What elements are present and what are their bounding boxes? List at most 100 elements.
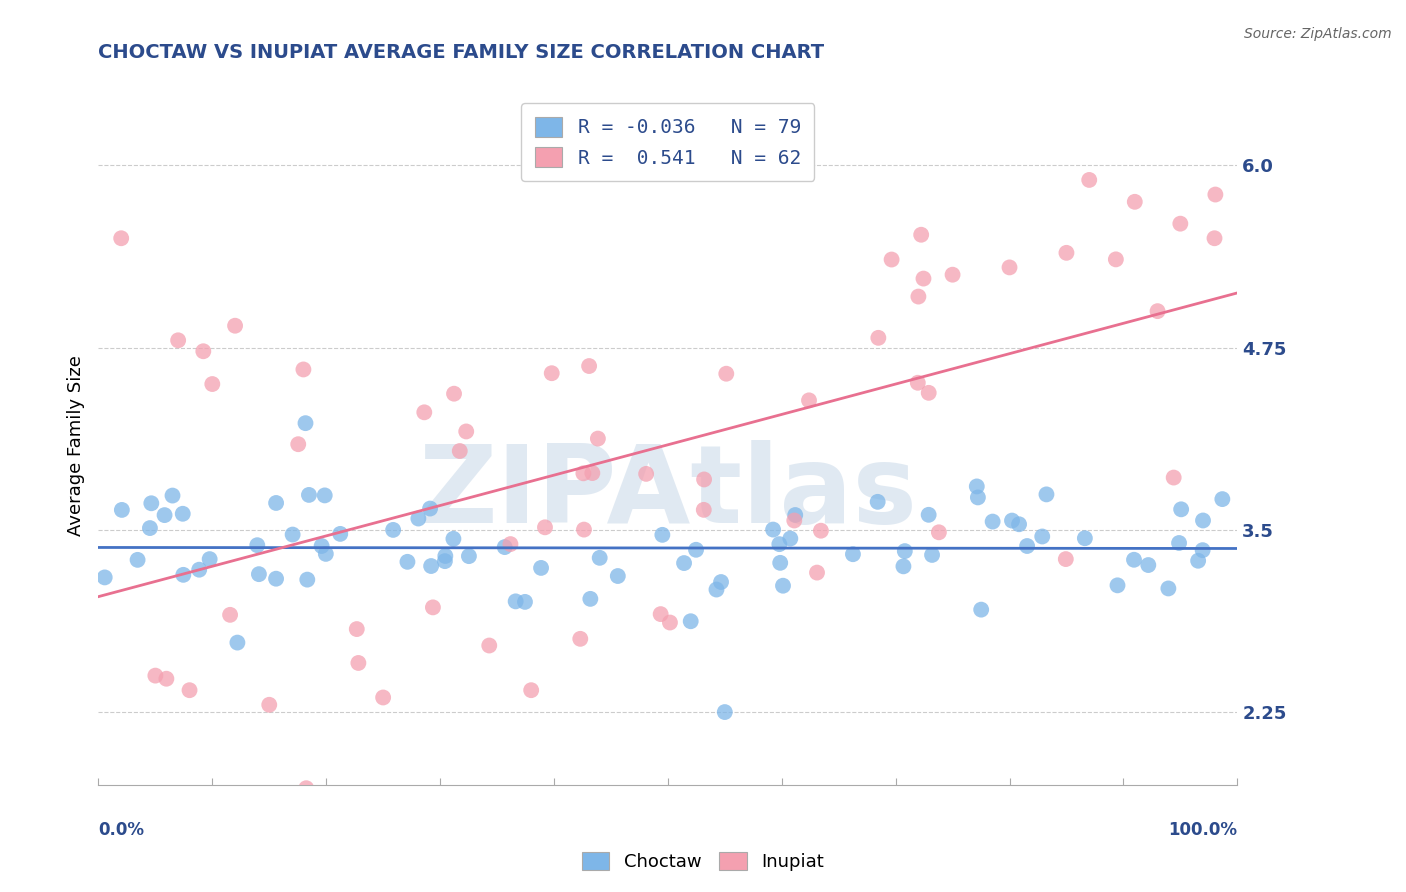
Point xyxy=(1137,558,1160,572)
Point xyxy=(441,532,464,546)
Legend: R = -0.036   N = 79, R =  0.541   N = 62: R = -0.036 N = 79, R = 0.541 N = 62 xyxy=(522,103,814,181)
Point xyxy=(772,579,794,593)
Point xyxy=(679,614,702,628)
Point xyxy=(693,473,716,487)
Point xyxy=(912,271,935,285)
Point xyxy=(530,561,553,575)
Point xyxy=(762,523,785,537)
Point xyxy=(693,503,716,517)
Point xyxy=(942,268,965,282)
Point xyxy=(458,549,481,563)
Point xyxy=(247,567,270,582)
Point xyxy=(456,425,478,439)
Point xyxy=(246,538,269,552)
Point xyxy=(264,572,287,586)
Point xyxy=(1074,531,1097,545)
Point xyxy=(294,416,316,430)
Point xyxy=(264,496,287,510)
Point xyxy=(298,488,321,502)
Point xyxy=(579,591,602,606)
Point xyxy=(1192,514,1215,528)
Point xyxy=(966,479,988,493)
Point xyxy=(1170,217,1192,231)
Point xyxy=(292,362,315,376)
Point xyxy=(907,289,929,303)
Point xyxy=(419,501,441,516)
Point xyxy=(768,537,790,551)
Point xyxy=(806,566,828,580)
Point xyxy=(259,698,281,712)
Point xyxy=(779,532,801,546)
Point xyxy=(499,537,522,551)
Point xyxy=(1078,173,1101,187)
Point xyxy=(329,527,352,541)
Point xyxy=(420,559,443,574)
Point xyxy=(413,405,436,419)
Point xyxy=(226,635,249,649)
Point xyxy=(710,574,733,589)
Point xyxy=(127,553,149,567)
Legend: Choctaw, Inupiat: Choctaw, Inupiat xyxy=(575,845,831,879)
Point xyxy=(1123,194,1146,209)
Point xyxy=(520,683,543,698)
Point xyxy=(1017,539,1039,553)
Point xyxy=(295,781,318,796)
Point xyxy=(449,444,471,458)
Point xyxy=(505,594,527,608)
Point xyxy=(1031,529,1053,543)
Point xyxy=(894,544,917,558)
Point xyxy=(201,377,224,392)
Point xyxy=(569,632,592,646)
Point xyxy=(1054,245,1078,260)
Point xyxy=(1191,543,1213,558)
Point xyxy=(998,260,1021,275)
Point xyxy=(572,523,595,537)
Point xyxy=(198,552,221,566)
Point xyxy=(910,227,932,242)
Text: CHOCTAW VS INUPIAT AVERAGE FAMILY SIZE CORRELATION CHART: CHOCTAW VS INUPIAT AVERAGE FAMILY SIZE C… xyxy=(98,44,824,62)
Point xyxy=(880,252,903,267)
Point xyxy=(422,600,444,615)
Point xyxy=(513,595,536,609)
Point xyxy=(433,554,456,568)
Point xyxy=(314,488,336,502)
Point xyxy=(443,386,465,401)
Y-axis label: Average Family Size: Average Family Size xyxy=(66,356,84,536)
Point xyxy=(673,556,696,570)
Point xyxy=(287,437,309,451)
Point xyxy=(783,514,806,528)
Point xyxy=(167,334,190,348)
Point xyxy=(578,359,600,373)
Point xyxy=(714,705,737,719)
Text: 0.0%: 0.0% xyxy=(98,821,145,838)
Point xyxy=(110,231,132,245)
Point xyxy=(145,668,167,682)
Point xyxy=(1035,487,1057,501)
Point xyxy=(572,467,595,481)
Point xyxy=(478,639,501,653)
Point xyxy=(921,548,943,562)
Text: Source: ZipAtlas.com: Source: ZipAtlas.com xyxy=(1244,27,1392,41)
Point xyxy=(907,376,929,390)
Point xyxy=(866,495,889,509)
Point xyxy=(893,559,915,574)
Point xyxy=(586,432,609,446)
Point xyxy=(606,569,628,583)
Point xyxy=(224,318,246,333)
Point xyxy=(928,525,950,540)
Point xyxy=(297,573,319,587)
Point xyxy=(636,467,658,481)
Point xyxy=(193,344,215,359)
Point xyxy=(93,570,115,584)
Point xyxy=(917,508,939,522)
Point xyxy=(581,466,603,480)
Point xyxy=(219,607,242,622)
Point xyxy=(842,547,865,561)
Point xyxy=(172,567,194,582)
Point xyxy=(967,491,990,505)
Point xyxy=(311,539,333,553)
Text: 100.0%: 100.0% xyxy=(1168,821,1237,838)
Point xyxy=(179,683,201,698)
Point xyxy=(650,607,672,621)
Point xyxy=(540,366,562,380)
